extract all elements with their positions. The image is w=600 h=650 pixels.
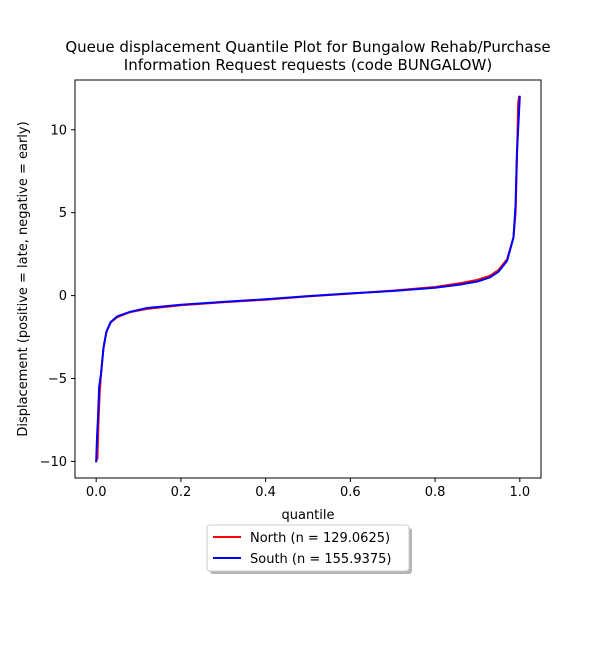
y-axis-label: Displacement (positive = late, negative … (16, 121, 31, 436)
x-tick-label-3: 0.6 (340, 485, 361, 500)
plot-area (74, 79, 542, 479)
legend-label-north: North (n = 129.0625) (250, 531, 390, 546)
x-tick-label-4: 0.8 (425, 485, 446, 500)
legend-label-south: South (n = 155.9375) (250, 552, 391, 567)
x-tick-label-2: 0.4 (255, 485, 276, 500)
x-axis-label: quantile (281, 508, 334, 523)
chart-title-line-1: Queue displacement Quantile Plot for Bun… (65, 38, 550, 56)
chart-title: Queue displacement Quantile Plot for Bun… (65, 38, 550, 74)
y-tick-label-4: 10 (50, 123, 67, 138)
y-tick-label-1: −5 (48, 372, 67, 387)
y-tick-label-2: 0 (59, 289, 67, 304)
series-line-north (95, 95, 520, 463)
x-tick-label-5: 1.0 (509, 485, 530, 500)
series-layer (95, 95, 521, 463)
legend-box (206, 524, 410, 572)
y-tick-label-3: 5 (59, 206, 67, 221)
y-tick-label-0: −10 (40, 455, 67, 470)
chart-title-line-2: Information Request requests (code BUNGA… (124, 56, 492, 74)
x-tick-label-1: 0.2 (171, 485, 192, 500)
x-axis-ticks: 0.0 0.2 0.4 0.6 0.8 1.0 (86, 478, 530, 500)
x-tick-label-0: 0.0 (86, 485, 107, 500)
y-axis-ticks: −10 −5 0 5 10 (40, 123, 75, 470)
legend: North (n = 129.0625) South (n = 155.9375… (206, 524, 412, 574)
series-line-south (95, 95, 521, 463)
